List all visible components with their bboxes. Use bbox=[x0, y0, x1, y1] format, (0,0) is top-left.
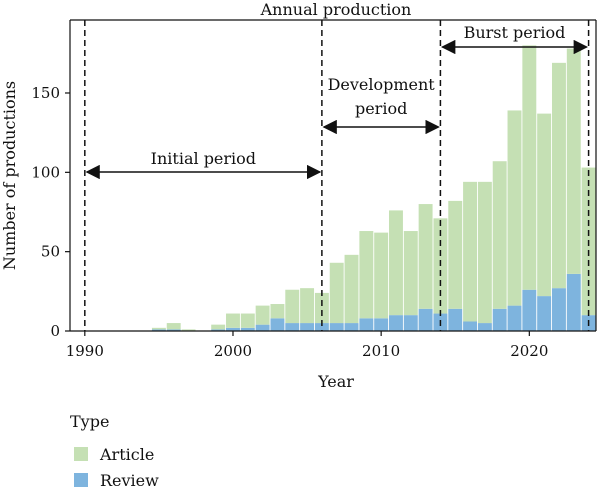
bar-review-2023 bbox=[566, 273, 581, 331]
bar-article-2001 bbox=[240, 313, 255, 328]
period-label-2: period bbox=[355, 99, 407, 118]
bar-review-1999 bbox=[211, 329, 226, 331]
legend-swatch-article bbox=[74, 447, 88, 461]
bar-review-2015 bbox=[448, 308, 463, 331]
bar-review-2012 bbox=[403, 315, 418, 331]
period-label-2: Development bbox=[328, 75, 436, 94]
y-tick-label-50: 50 bbox=[41, 243, 60, 261]
bar-article-2011 bbox=[389, 210, 403, 316]
legend: Type Article Review bbox=[70, 412, 159, 493]
bar-review-2004 bbox=[285, 323, 300, 331]
bar-article-2015 bbox=[448, 200, 463, 309]
bar-review-2020 bbox=[522, 289, 537, 331]
period-label-1: Initial period bbox=[151, 149, 256, 168]
bar-review-2006 bbox=[314, 323, 329, 331]
bar-review-2005 bbox=[300, 323, 315, 331]
bar-review-2009 bbox=[359, 318, 374, 331]
bar-article-1995 bbox=[151, 327, 166, 330]
bar-article-2007 bbox=[329, 262, 344, 324]
bar-review-2013 bbox=[418, 308, 433, 331]
bar-review-2008 bbox=[344, 323, 359, 331]
bar-article-2022 bbox=[551, 62, 566, 289]
bar-review-2011 bbox=[389, 315, 403, 331]
bar-review-1996 bbox=[166, 329, 181, 331]
period-label-3: Burst period bbox=[464, 23, 566, 42]
chart-title: Annual production bbox=[260, 0, 412, 19]
bar-review-2017 bbox=[477, 323, 492, 331]
bar-review-2022 bbox=[551, 288, 566, 331]
x-tick-label-2010: 2010 bbox=[362, 342, 400, 360]
x-axis-label: Year bbox=[317, 372, 354, 391]
legend-item-article: Article bbox=[70, 441, 159, 467]
bar-article-2008 bbox=[344, 254, 359, 324]
bar-review-2010 bbox=[374, 318, 389, 331]
y-axis-label: Number of productions bbox=[0, 81, 19, 270]
bar-article-2017 bbox=[477, 181, 492, 324]
bar-review-2007 bbox=[329, 323, 344, 331]
bar-review-1995 bbox=[151, 329, 166, 331]
bar-article-2016 bbox=[463, 181, 478, 322]
x-tick-label-1990: 1990 bbox=[66, 342, 104, 360]
y-tick-label-100: 100 bbox=[31, 163, 60, 181]
bar-article-2000 bbox=[226, 313, 240, 328]
legend-label-review: Review bbox=[100, 470, 159, 490]
bar-article-2003 bbox=[270, 304, 285, 319]
bar-review-2016 bbox=[463, 321, 478, 331]
bar-article-2004 bbox=[285, 289, 300, 324]
legend-item-review: Review bbox=[70, 467, 159, 493]
y-tick-label-150: 150 bbox=[31, 84, 60, 102]
bar-article-2012 bbox=[403, 231, 418, 316]
x-tick-label-2000: 2000 bbox=[214, 342, 252, 360]
bar-review-2002 bbox=[255, 324, 270, 331]
x-tick-label-2020: 2020 bbox=[510, 342, 548, 360]
bar-review-2001 bbox=[240, 327, 255, 331]
bar-article-2002 bbox=[255, 305, 270, 325]
bar-article-2020 bbox=[522, 45, 537, 290]
legend-swatch-review bbox=[74, 473, 88, 487]
y-tick-label-0: 0 bbox=[50, 322, 60, 340]
bar-article-2018 bbox=[492, 161, 507, 309]
bar-article-1999 bbox=[211, 324, 226, 330]
bar-review-2000 bbox=[226, 327, 240, 331]
bar-article-2005 bbox=[300, 288, 315, 324]
bar-article-1997 bbox=[181, 329, 196, 331]
bar-article-2009 bbox=[359, 231, 374, 319]
legend-label-article: Article bbox=[100, 444, 155, 464]
bar-article-2013 bbox=[418, 204, 433, 309]
bar-review-2021 bbox=[537, 296, 552, 331]
bar-review-2003 bbox=[270, 318, 285, 331]
bar-review-2019 bbox=[507, 305, 522, 331]
bar-article-2010 bbox=[374, 232, 389, 319]
bar-article-1996 bbox=[166, 323, 181, 330]
bar-article-2023 bbox=[566, 48, 581, 274]
bar-article-2006 bbox=[314, 292, 329, 324]
legend-title: Type bbox=[70, 412, 110, 431]
bar-review-2018 bbox=[492, 308, 507, 331]
bar-article-2019 bbox=[507, 110, 522, 306]
bar-article-2021 bbox=[537, 113, 552, 297]
